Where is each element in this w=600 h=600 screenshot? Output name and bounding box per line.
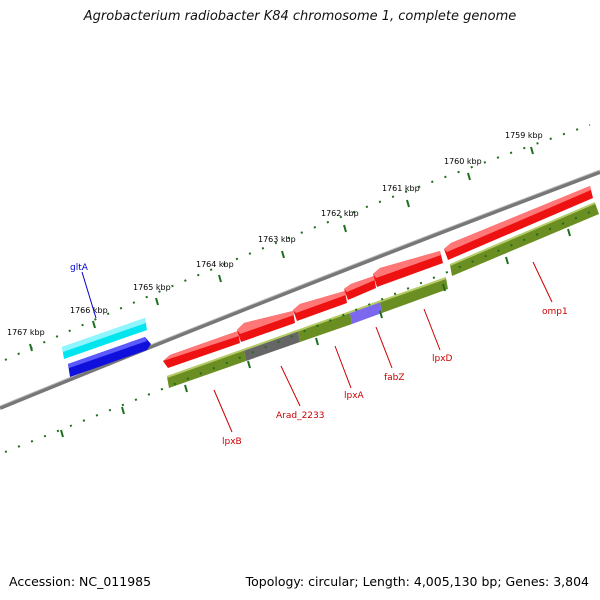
- kbp-label-1759: 1759 kbp: [505, 131, 543, 140]
- chromosome-backbone: [0, 170, 600, 410]
- kbp-labels: 1759 kbp 1760 kbp 1761 kbp 1762 kbp 1763…: [7, 131, 543, 337]
- kbp-label-1763: 1763 kbp: [258, 235, 296, 244]
- kbp-label-1760: 1760 kbp: [444, 157, 482, 166]
- gene-labels: gltA lpxB Arad_2233 lpxA fabZ lpxD omp1: [70, 263, 568, 447]
- gene-label-omp1: omp1: [542, 307, 568, 317]
- gene-label-fabZ: fabZ: [384, 373, 405, 383]
- gene-forward-2-arrow[interactable]: [68, 337, 151, 377]
- kbp-label-1761: 1761 kbp: [382, 184, 420, 193]
- cds-lpxD-bar[interactable]: [380, 278, 448, 313]
- kbp-label-1765: 1765 kbp: [133, 283, 171, 292]
- upper-major-ticks: [29, 146, 534, 352]
- label-leaders: [81, 261, 553, 433]
- gene-label-lpxD: lpxD: [432, 354, 453, 364]
- kbp-label-1766: 1766 kbp: [70, 306, 108, 315]
- gene-label-lpxB: lpxB: [222, 437, 242, 447]
- gene-label-gltA: gltA: [70, 263, 89, 273]
- genome-summary-text: Topology: circular; Length: 4,005,130 bp…: [245, 574, 589, 589]
- genome-title: Agrobacterium radiobacter K84 chromosome…: [83, 9, 517, 24]
- lower-major-ticks: [60, 228, 571, 438]
- gene-label-Arad_2233: Arad_2233: [276, 411, 325, 421]
- gene-label-lpxA: lpxA: [344, 391, 365, 401]
- kbp-label-1762: 1762 kbp: [321, 209, 359, 218]
- cds-lpxA-bar[interactable]: [298, 313, 352, 342]
- accession-text: Accession: NC_011985: [9, 574, 152, 589]
- cds-Arad_2233-bar[interactable]: [244, 331, 300, 361]
- cds-fabZ-bar[interactable]: [350, 302, 382, 324]
- kbp-label-1767: 1767 kbp: [7, 328, 45, 337]
- lower-ruler: [4, 209, 596, 453]
- kbp-label-1764: 1764 kbp: [196, 260, 234, 269]
